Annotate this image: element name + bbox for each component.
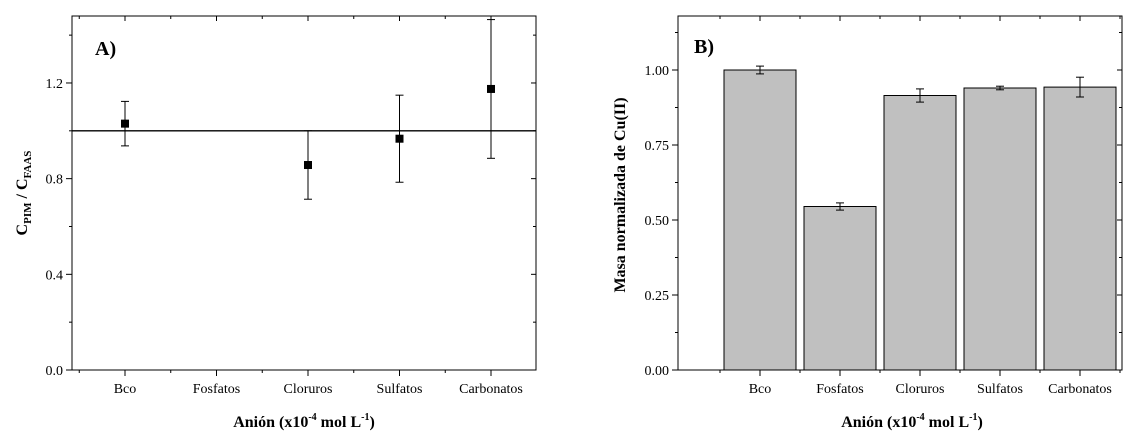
panel-b-x-tick-label: Fosfatos xyxy=(816,382,863,397)
panel-b-bar xyxy=(1043,86,1117,371)
panel-b-bar xyxy=(963,87,1037,371)
panel-b-y-axis-title: Masa normalizada de Cu(II) xyxy=(612,97,629,292)
panel-a-ylabel-sub1: PIM xyxy=(22,202,34,224)
panel-a-xlabel-main: Anión (x10 xyxy=(233,414,308,431)
panel-a-y-tick-label: 1.2 xyxy=(46,77,64,92)
panel-a-xlabel-sup1: -4 xyxy=(308,412,316,423)
panel-a-scatter-chart: 0.0 0.4 0.8 1.2 Bco Fosfatos Cloruros Sulfatos… xyxy=(14,15,537,431)
panel-b-xlabel-sup1: -4 xyxy=(916,412,924,423)
panel-a-xlabel-mid: mol L xyxy=(317,414,361,431)
panel-a-ylabel-main: C xyxy=(14,224,31,236)
panel-a-x-tick-label: Fosfatos xyxy=(193,382,240,397)
panel-a-xlabel-sup2: -1 xyxy=(361,412,369,423)
panel-b-x-tick-label: Bco xyxy=(749,382,772,397)
panel-b-xlabel-main: Anión (x10 xyxy=(841,414,916,431)
panel-a-x-axis: Bco Fosfatos Cloruros Sulfatos Carbonatos xyxy=(78,16,523,397)
panel-a-x-tick-label: Sulfatos xyxy=(377,382,423,397)
panel-a-x-tick-label: Cloruros xyxy=(284,382,333,397)
panel-b-x-tick-label: Carbonatos xyxy=(1048,382,1112,397)
panel-b-y-tick-label: 0.00 xyxy=(645,364,670,379)
panel-a-data-point xyxy=(121,119,129,128)
panel-b-y-tick-label: 0.25 xyxy=(645,289,670,304)
panel-a-x-axis-title: Anión (x10-4 mol L-1) xyxy=(233,412,375,431)
panel-a-x-tick-label: Bco xyxy=(114,382,137,397)
panel-b-x-tick-label: Sulfatos xyxy=(977,382,1023,397)
panel-a-data-marks xyxy=(72,19,536,200)
panel-b-y-axis: 0.00 0.25 0.50 0.75 1.00 xyxy=(645,32,1122,379)
panel-b-xlabel-end: ) xyxy=(977,414,982,431)
panel-a-x-tick-label: Carbonatos xyxy=(459,382,523,397)
panel-b-x-tick-label: Cloruros xyxy=(896,382,945,397)
panel-b-bar xyxy=(723,69,797,371)
panel-b-bar xyxy=(883,95,957,371)
panel-a-ylabel-sub2: FAAS xyxy=(22,151,34,179)
panel-a-y-axis: 0.0 0.4 0.8 1.2 xyxy=(46,34,536,379)
panel-a-y-tick-label: 0.8 xyxy=(46,173,64,188)
panel-a-label: A) xyxy=(95,38,116,60)
panel-b-x-axis: Bco Fosfatos Cloruros Sulfatos Carbonatos xyxy=(719,16,1121,397)
panel-a-data-point xyxy=(395,134,404,143)
panel-b-xlabel-sup2: -1 xyxy=(969,412,977,423)
panel-a-plot-frame xyxy=(71,15,537,371)
panel-a-y-axis-title: CPIM / CFAAS xyxy=(14,151,34,236)
panel-b-y-tick-label: 0.50 xyxy=(645,214,670,229)
panel-a-ylabel-mid: / C xyxy=(14,178,31,202)
panel-b-xlabel-mid: mol L xyxy=(925,414,969,431)
panel-a-data-point xyxy=(304,161,312,170)
panel-b-label: B) xyxy=(694,36,714,58)
panel-b-x-axis-title: Anión (x10-4 mol L-1) xyxy=(841,412,983,431)
panel-a-xlabel-end: ) xyxy=(369,414,374,431)
panel-b-data-marks xyxy=(723,65,1117,371)
panel-b-y-tick-label: 0.75 xyxy=(645,139,670,154)
panel-a-y-tick-label: 0.4 xyxy=(46,268,64,283)
panel-b-bar-chart: 0.00 0.25 0.50 0.75 1.00 Bco Fosfatos Cloruros… xyxy=(612,15,1123,431)
panel-b-bar xyxy=(803,206,877,371)
panel-a-data-point xyxy=(487,84,495,93)
panel-b-y-tick-label: 1.00 xyxy=(645,64,670,79)
panel-a-y-tick-label: 0.0 xyxy=(46,364,64,379)
